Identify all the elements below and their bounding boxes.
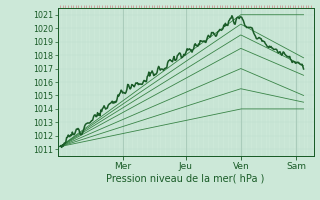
X-axis label: Pression niveau de la mer( hPa ): Pression niveau de la mer( hPa ) xyxy=(107,173,265,183)
